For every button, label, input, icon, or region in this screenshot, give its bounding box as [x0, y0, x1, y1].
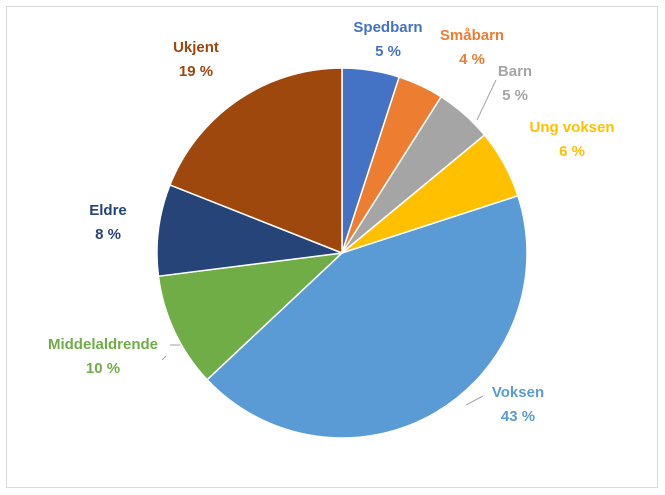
- leader-line: [476, 79, 497, 121]
- slice-label-value: 5 %: [502, 87, 528, 104]
- slice-label-value: 5 %: [375, 43, 401, 60]
- slice-label-value: 8 %: [95, 226, 121, 243]
- slice-label-name: Eldre: [89, 202, 127, 219]
- pie-slice: [156, 183, 343, 278]
- leader-line: [161, 355, 167, 361]
- pie-slice: [206, 194, 528, 439]
- slice-label-name: Ung voksen: [529, 119, 614, 136]
- pie-slice: [169, 67, 343, 255]
- slice-label-value: 6 %: [559, 143, 585, 160]
- slice-label-value: 10 %: [86, 360, 120, 377]
- slice-label-name: Barn: [498, 63, 532, 80]
- slice-label-name: Voksen: [492, 384, 544, 401]
- slice-label-name: Småbarn: [440, 27, 504, 44]
- slice-label-name: Spedbarn: [353, 19, 422, 36]
- slice-label-name: Ukjent: [173, 39, 219, 56]
- slice-label-name: Middelaldrende: [48, 336, 158, 353]
- slice-label-value: 4 %: [459, 51, 485, 68]
- slice-label-value: 43 %: [501, 408, 535, 425]
- slice-label-value: 19 %: [179, 63, 213, 80]
- pie-slice: [157, 251, 345, 381]
- leader-line: [465, 395, 484, 406]
